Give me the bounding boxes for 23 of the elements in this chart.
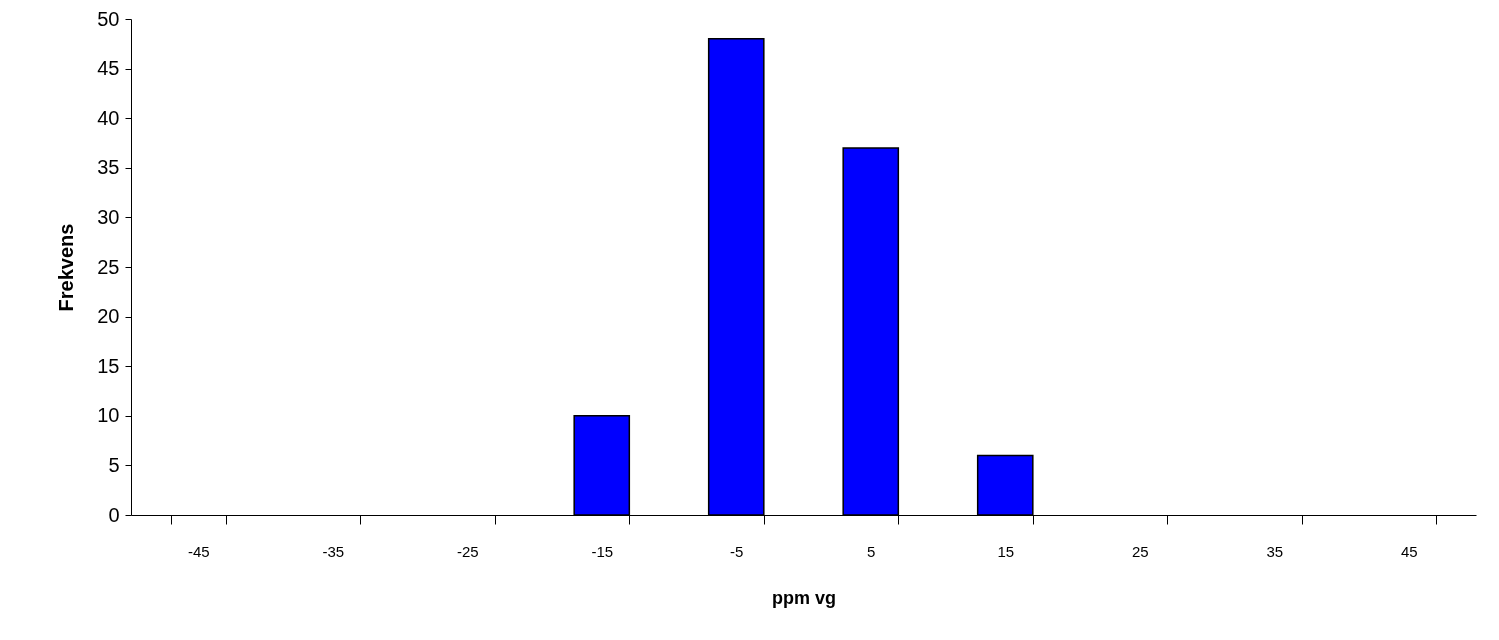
y-tick-label: 5 — [108, 453, 120, 476]
y-tick-label: 35 — [97, 156, 120, 179]
y-tick-label: 20 — [97, 305, 120, 328]
x-tick-label: -15 — [591, 542, 614, 560]
x-tick-label: -45 — [187, 542, 210, 560]
x-tick-label: 15 — [997, 542, 1015, 560]
y-tick-label: 10 — [97, 404, 120, 427]
y-tick-label: 40 — [97, 106, 120, 129]
x-tick-label: -35 — [322, 542, 345, 560]
y-tick-label: 25 — [97, 255, 120, 278]
x-axis-title: ppm vg — [771, 587, 837, 608]
x-tick-label: -5 — [730, 542, 744, 560]
y-tick-label: 45 — [97, 57, 120, 80]
y-axis-title: Frekvens — [55, 223, 78, 312]
x-tick-label: 5 — [867, 542, 876, 560]
x-tick-label: 35 — [1266, 542, 1284, 560]
y-tick-label: 30 — [97, 205, 120, 228]
x-tick-label: 25 — [1131, 542, 1149, 560]
y-tick-label: 50 — [97, 7, 120, 30]
y-tick-label: 15 — [97, 354, 120, 377]
y-tick-label: 0 — [108, 503, 120, 526]
x-tick-label: -25 — [456, 542, 479, 560]
x-tick-label: 45 — [1400, 542, 1418, 560]
